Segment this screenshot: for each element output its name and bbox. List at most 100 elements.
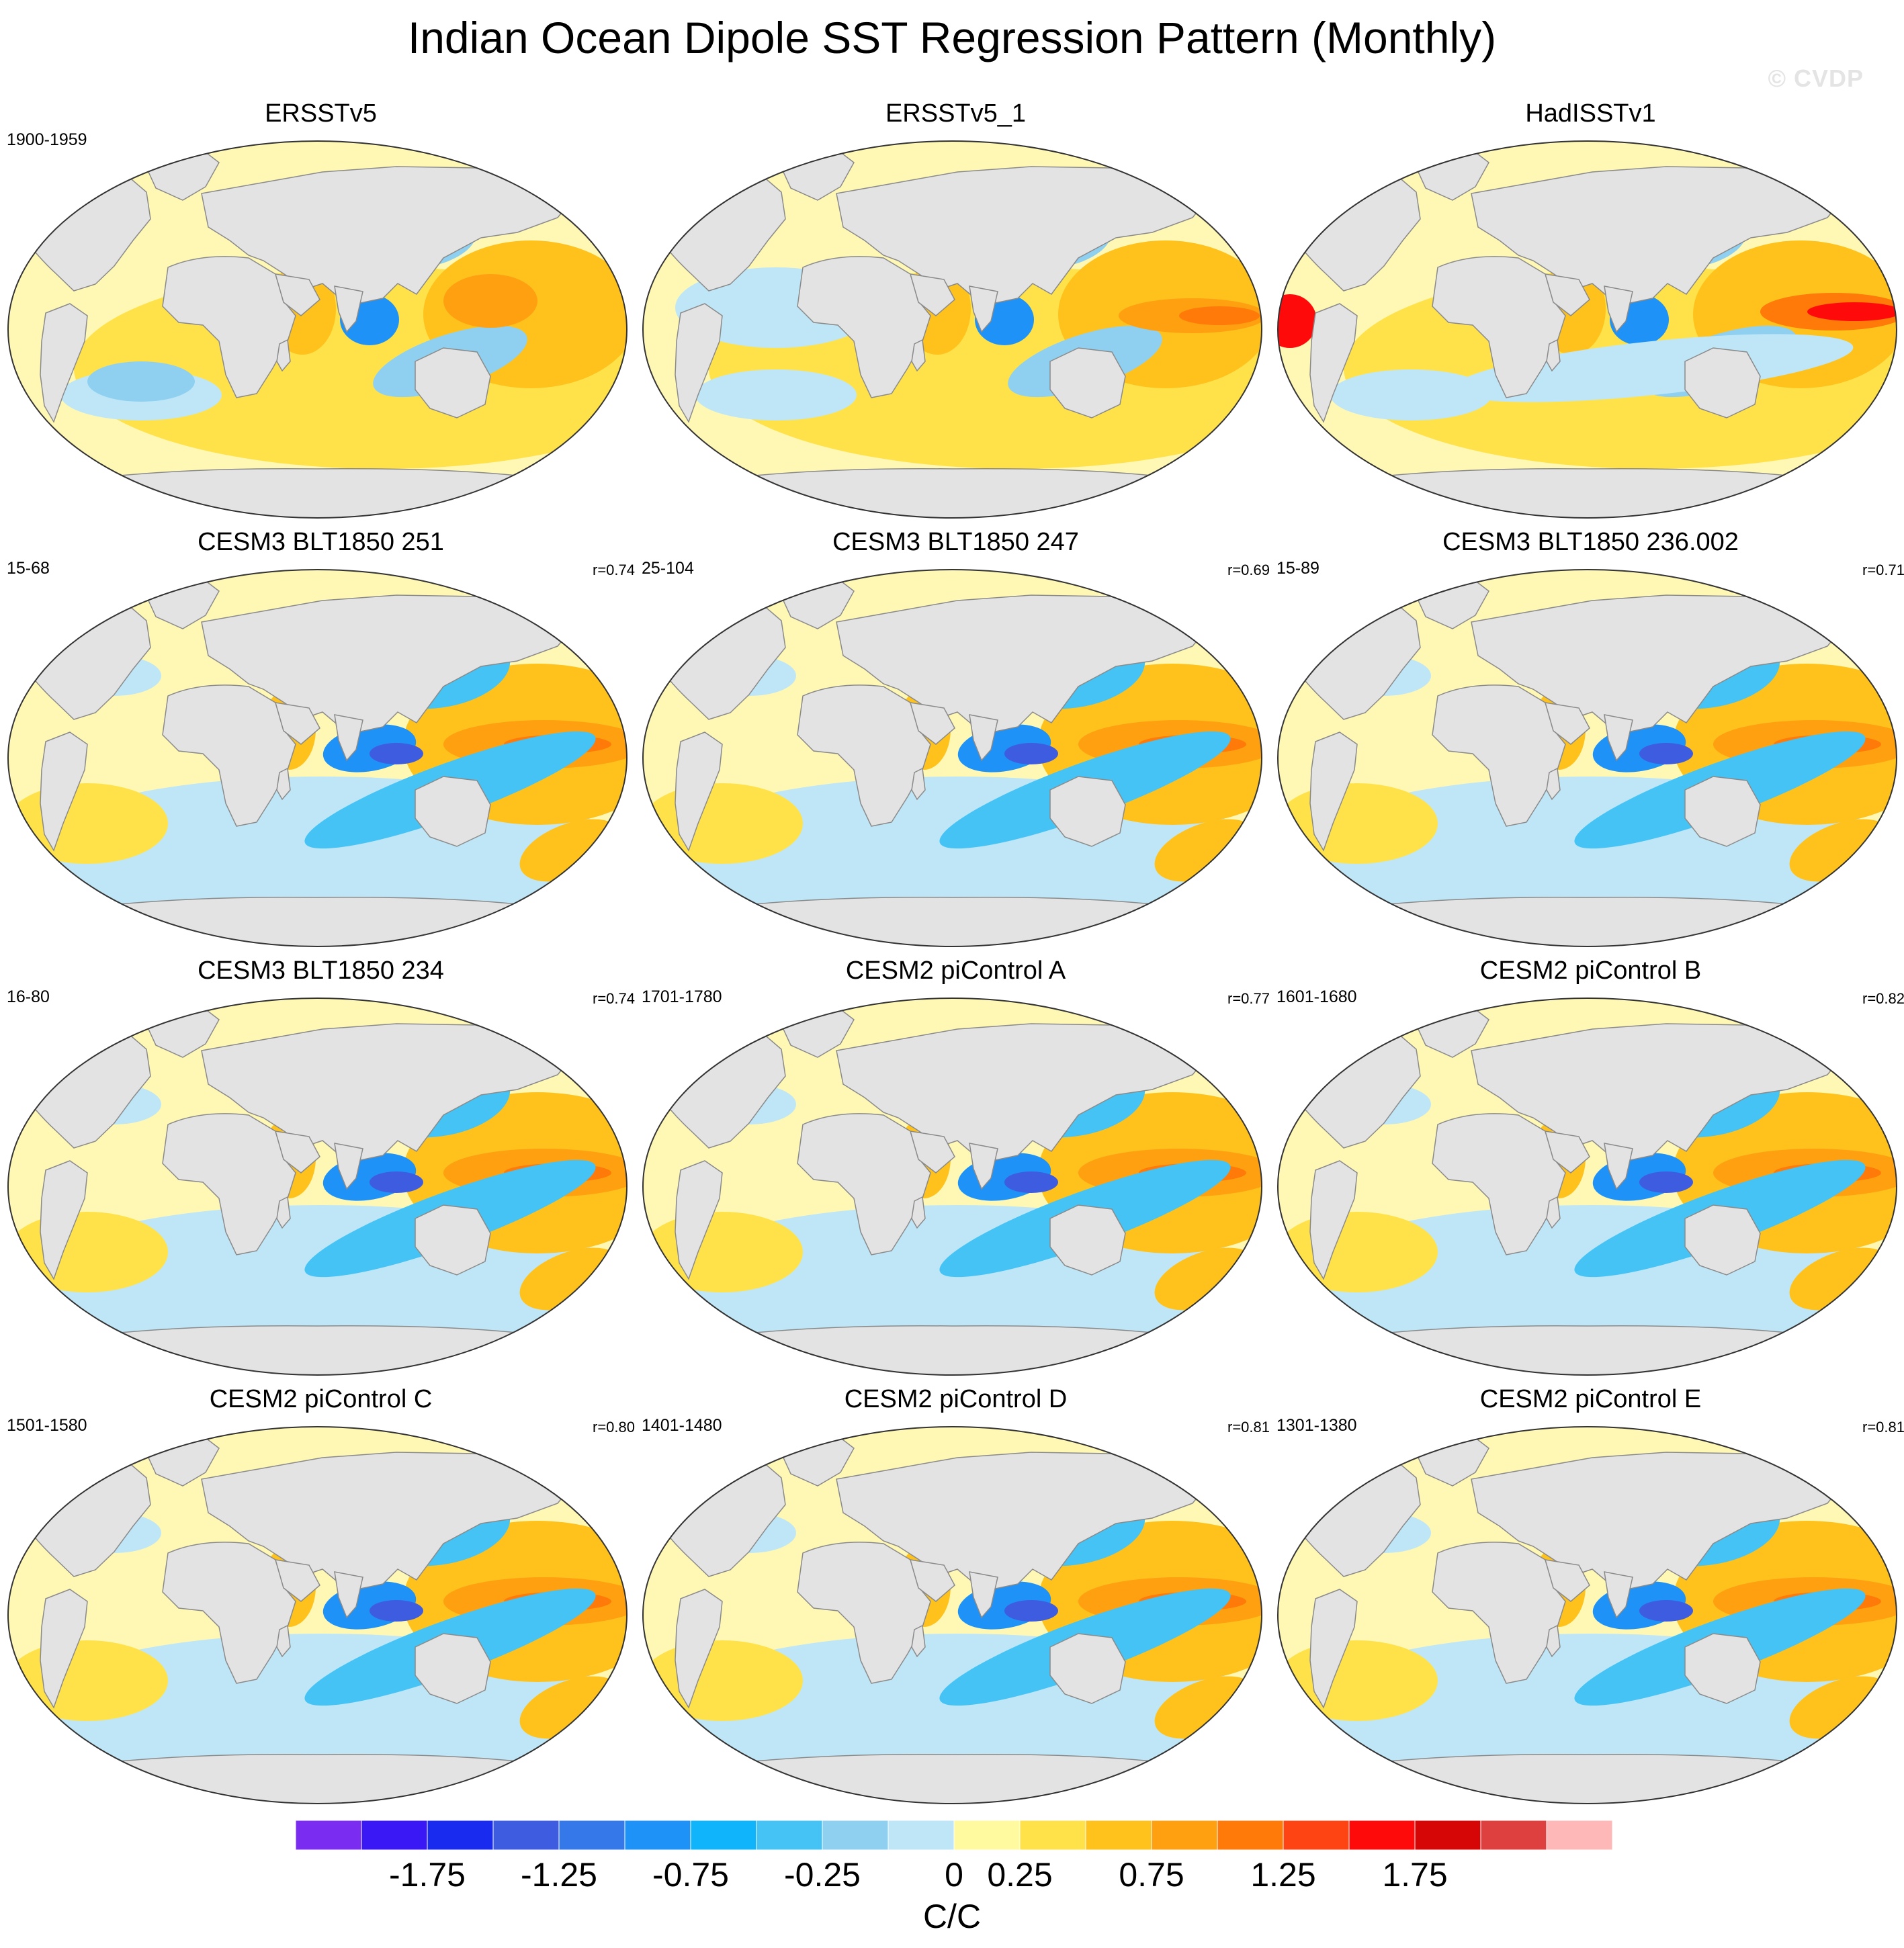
africa-land	[1432, 684, 1566, 827]
east-indian-cold-core	[1004, 743, 1058, 764]
world-map	[642, 569, 1262, 947]
colorbar-swatch	[296, 1820, 362, 1851]
antarctica-land	[118, 468, 519, 518]
colorbar-tick-label: 1.75	[1382, 1856, 1448, 1894]
australia-land	[415, 1633, 491, 1704]
east-indian-cold-core	[370, 1600, 423, 1622]
map-panel: HadISSTv1	[1276, 99, 1904, 529]
panel-title: ERSSTv5	[265, 99, 377, 128]
arabia-land	[909, 1131, 955, 1174]
eurasia-land	[201, 594, 576, 733]
sst-field	[643, 1427, 1262, 1804]
map-border	[7, 140, 628, 519]
india-land	[1604, 1571, 1633, 1619]
arabia-land	[1544, 1131, 1590, 1174]
india-land	[334, 1143, 363, 1190]
eurasia-land	[836, 166, 1211, 304]
antarctica-land	[753, 1325, 1154, 1375]
panel-period: 1701-1780	[642, 987, 722, 1006]
arabia-land	[909, 702, 955, 745]
australia-land	[415, 776, 491, 847]
colorbar-tick-label: 0.25	[987, 1856, 1053, 1894]
panel-period: 25-104	[642, 559, 694, 578]
colorbar-tick-label: 0	[945, 1856, 963, 1894]
colorbar-swatch	[1151, 1820, 1218, 1851]
world-map	[7, 569, 628, 947]
madagascar-land	[1546, 339, 1561, 372]
colorbar-swatch	[1414, 1820, 1481, 1851]
india-land	[334, 285, 363, 333]
colorbar-swatch	[888, 1820, 955, 1851]
colorbar-swatch	[427, 1820, 494, 1851]
india-land	[969, 1571, 998, 1619]
map-panel: CESM3 BLT1850 247 25-104 r=0.69	[642, 528, 1270, 958]
map-border	[642, 140, 1262, 519]
east-indian-cold-core	[370, 743, 423, 764]
south-atlantic-warm	[8, 1640, 168, 1721]
south-atlantic-warm	[1278, 783, 1438, 864]
world-map	[7, 140, 628, 519]
sst-field	[1278, 1427, 1897, 1804]
world-map	[1277, 140, 1897, 519]
arabia-land	[274, 1131, 320, 1174]
arabia-land	[1544, 702, 1590, 745]
eurasia-land	[1471, 594, 1846, 733]
eurasia-land	[201, 1023, 576, 1161]
colorbar-swatch	[756, 1820, 823, 1851]
panel-title: CESM3 BLT1850 247	[832, 528, 1079, 556]
panel-period: 1601-1680	[1276, 987, 1357, 1006]
panel-period: 15-89	[1276, 559, 1319, 578]
madagascar-land	[911, 339, 926, 372]
map-panel: CESM2 piControl C 1501-1580 r=0.80	[7, 1385, 635, 1815]
pattern-correlation: r=0.77	[1227, 990, 1270, 1007]
land-layer	[21, 577, 576, 946]
colorbar-swatch	[1085, 1820, 1152, 1851]
south-america-land	[40, 1589, 88, 1709]
equatorial-pacific-peak	[1807, 302, 1897, 321]
australia-land	[1684, 347, 1761, 418]
panel-period: 15-68	[7, 559, 50, 578]
pattern-correlation: r=0.74	[593, 562, 635, 578]
sst-field	[8, 1427, 627, 1804]
madagascar-land	[911, 767, 926, 801]
south-america-land	[675, 303, 723, 423]
world-map	[1277, 1426, 1897, 1804]
south-atlantic-cool	[695, 369, 857, 420]
australia-land	[1684, 776, 1761, 847]
sst-field	[1278, 141, 1897, 518]
colorbar-swatch	[1019, 1820, 1086, 1851]
africa-land	[797, 256, 931, 398]
panel-title: CESM2 piControl C	[209, 1385, 433, 1413]
east-indian-cold-core	[1639, 1600, 1693, 1622]
land-layer	[656, 577, 1211, 946]
africa-land	[1432, 1113, 1566, 1255]
madagascar-land	[911, 1196, 926, 1229]
sst-field	[643, 570, 1262, 946]
panel-title: CESM3 BLT1850 234	[198, 957, 444, 985]
land-layer	[656, 1434, 1211, 1804]
map-border	[7, 569, 628, 947]
south-atlantic-warm	[643, 1640, 803, 1721]
india-land	[334, 714, 363, 762]
india-land	[969, 285, 998, 333]
map-panel: ERSSTv5_1	[642, 99, 1270, 529]
arabia-land	[274, 273, 320, 316]
madagascar-land	[1546, 767, 1561, 801]
colorbar-swatch	[690, 1820, 757, 1851]
world-map	[1277, 569, 1897, 947]
colorbar-swatch	[1217, 1820, 1284, 1851]
map-border	[642, 998, 1262, 1376]
colorbar-tick-label: -0.75	[652, 1856, 729, 1894]
africa-land	[162, 684, 296, 827]
south-america-land	[1309, 1589, 1358, 1709]
pacific-warm-core	[443, 274, 537, 328]
antarctica-land	[1388, 468, 1788, 518]
south-america-land	[1309, 303, 1358, 423]
africa-land	[162, 1542, 296, 1684]
eurasia-land	[1471, 1023, 1846, 1161]
madagascar-land	[276, 767, 291, 801]
australia-land	[415, 1204, 491, 1276]
africa-land	[797, 1113, 931, 1255]
east-indian-cold-core	[1639, 743, 1693, 764]
antarctica-land	[753, 1753, 1154, 1804]
